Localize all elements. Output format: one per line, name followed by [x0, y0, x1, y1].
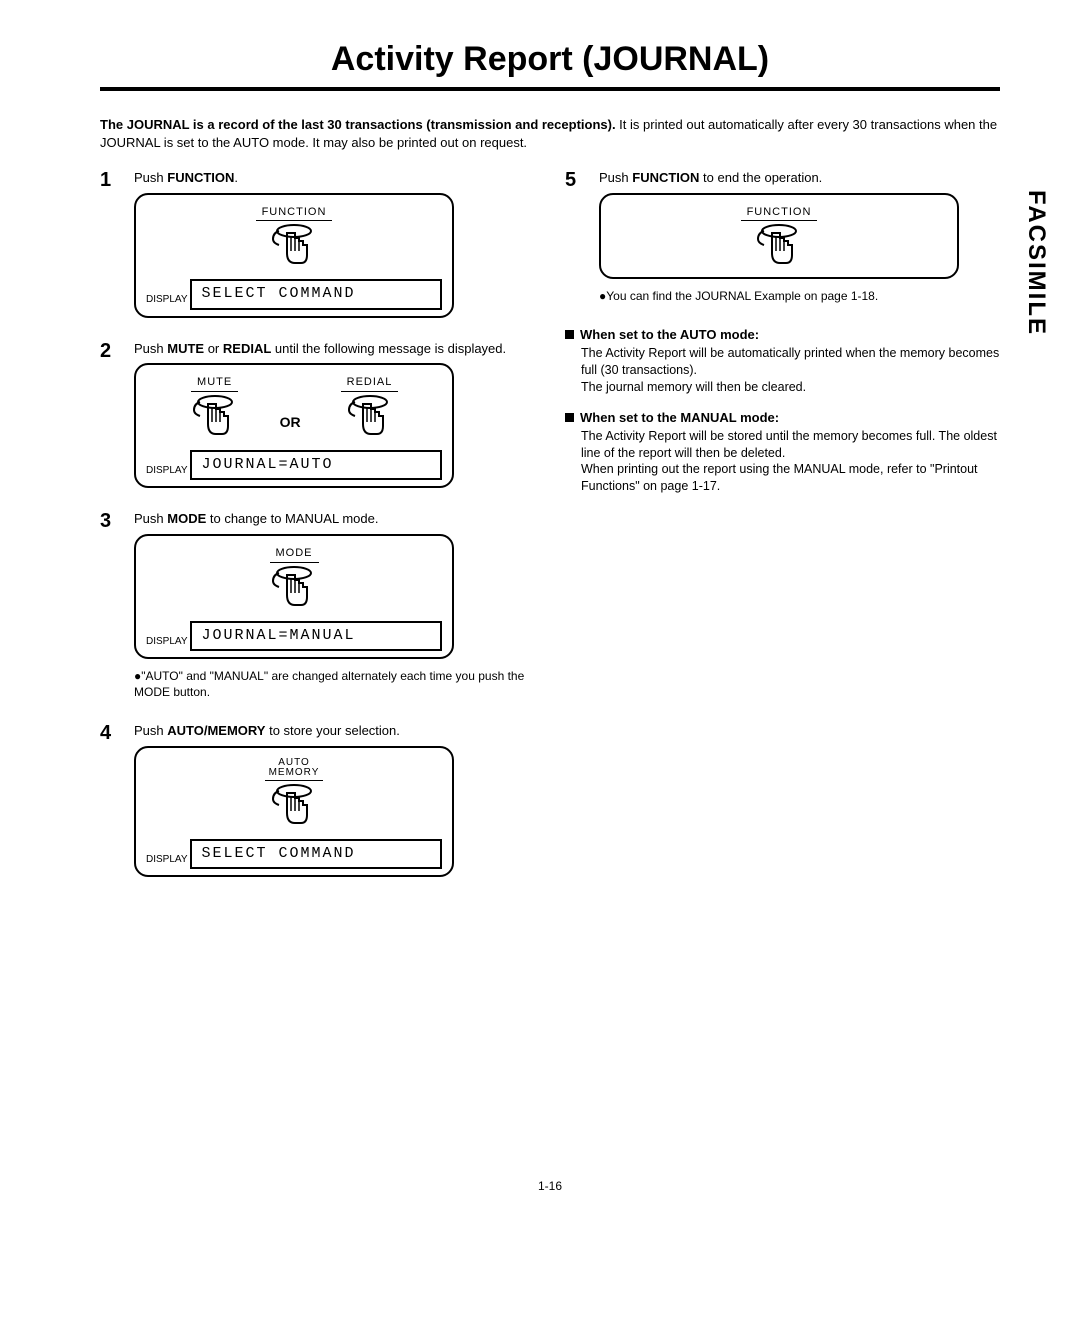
lcd-display: SELECT COMMAND	[190, 279, 443, 309]
two-column-layout: 1 Push FUNCTION. FUNCTION DISPLAY	[100, 169, 1000, 899]
step-instruction: Push FUNCTION to end the operation.	[599, 169, 1000, 187]
step-2: 2 Push MUTE or REDIAL until the followin…	[100, 340, 535, 499]
step-instruction: Push MODE to change to MANUAL mode.	[134, 510, 535, 528]
step-instruction: Push FUNCTION.	[134, 169, 535, 187]
auto-mode-info: When set to the AUTO mode: The Activity …	[565, 327, 1000, 396]
manual-mode-info: When set to the MANUAL mode: The Activit…	[565, 410, 1000, 496]
manual-page: Activity Report (JOURNAL) The JOURNAL is…	[0, 0, 1080, 1223]
hand-press-icon	[269, 565, 319, 613]
hand-press-icon	[269, 783, 319, 831]
intro-bold: The JOURNAL is a record of the last 30 t…	[100, 117, 616, 132]
square-bullet-icon	[565, 330, 574, 339]
step-number: 2	[100, 340, 122, 499]
diagram-box: FUNCTION	[599, 193, 959, 280]
left-column: 1 Push FUNCTION. FUNCTION DISPLAY	[100, 169, 535, 899]
info-body: The Activity Report will be automaticall…	[581, 345, 1000, 396]
auto-memory-button-illustration: AUTO MEMORY	[265, 758, 324, 831]
display-label: DISPLAY	[146, 635, 188, 649]
step-note: ●You can find the JOURNAL Example on pag…	[599, 289, 1000, 305]
hand-press-icon	[269, 223, 319, 271]
button-label: MODE	[270, 546, 319, 563]
step-1: 1 Push FUNCTION. FUNCTION DISPLAY	[100, 169, 535, 328]
hand-press-icon	[345, 394, 395, 442]
mute-button-illustration: MUTE	[190, 375, 240, 442]
button-label: FUNCTION	[256, 205, 333, 222]
button-label: FUNCTION	[741, 205, 818, 222]
step-5: 5 Push FUNCTION to end the operation. FU…	[565, 169, 1000, 315]
function-button-illustration: FUNCTION	[256, 205, 333, 272]
hand-press-icon	[754, 223, 804, 271]
info-body: The Activity Report will be stored until…	[581, 428, 1000, 496]
step-instruction: Push AUTO/MEMORY to store your selection…	[134, 722, 535, 740]
lcd-display: JOURNAL=AUTO	[190, 450, 443, 480]
step-number: 4	[100, 722, 122, 887]
button-label: MUTE	[191, 375, 238, 392]
step-number: 3	[100, 510, 122, 710]
diagram-box: MODE DISPLAY JOURNAL=MANUAL	[134, 534, 454, 659]
diagram-box: AUTO MEMORY DISPLAY SELECT COMMAND	[134, 746, 454, 877]
step-instruction: Push MUTE or REDIAL until the following …	[134, 340, 535, 358]
function-button-illustration: FUNCTION	[741, 205, 818, 272]
title-rule	[100, 87, 1000, 91]
step-number: 5	[565, 169, 587, 315]
display-label: DISPLAY	[146, 293, 188, 307]
step-4: 4 Push AUTO/MEMORY to store your selecti…	[100, 722, 535, 887]
step-note: ●"AUTO" and "MANUAL" are changed alterna…	[134, 669, 535, 700]
square-bullet-icon	[565, 413, 574, 422]
intro-paragraph: The JOURNAL is a record of the last 30 t…	[100, 116, 1000, 151]
page-title: Activity Report (JOURNAL)	[100, 40, 1000, 79]
lcd-display: SELECT COMMAND	[190, 839, 443, 869]
step-number: 1	[100, 169, 122, 328]
button-label: AUTO MEMORY	[265, 758, 324, 781]
diagram-box: MUTE OR REDIAL DISPLAY	[134, 363, 454, 488]
page-number: 1-16	[100, 1179, 1000, 1193]
info-heading: When set to the MANUAL mode:	[580, 410, 779, 425]
redial-button-illustration: REDIAL	[341, 375, 399, 442]
step-3: 3 Push MODE to change to MANUAL mode. MO…	[100, 510, 535, 710]
info-heading: When set to the AUTO mode:	[580, 327, 759, 342]
section-tab: FACSIMILE	[1022, 190, 1050, 336]
hand-press-icon	[190, 394, 240, 442]
mode-button-illustration: MODE	[269, 546, 319, 613]
display-label: DISPLAY	[146, 853, 188, 867]
button-label: REDIAL	[341, 375, 399, 392]
or-separator: OR	[280, 413, 301, 432]
diagram-box: FUNCTION DISPLAY SELECT COMMAND	[134, 193, 454, 318]
display-label: DISPLAY	[146, 464, 188, 478]
lcd-display: JOURNAL=MANUAL	[190, 621, 443, 651]
right-column: 5 Push FUNCTION to end the operation. FU…	[565, 169, 1000, 899]
